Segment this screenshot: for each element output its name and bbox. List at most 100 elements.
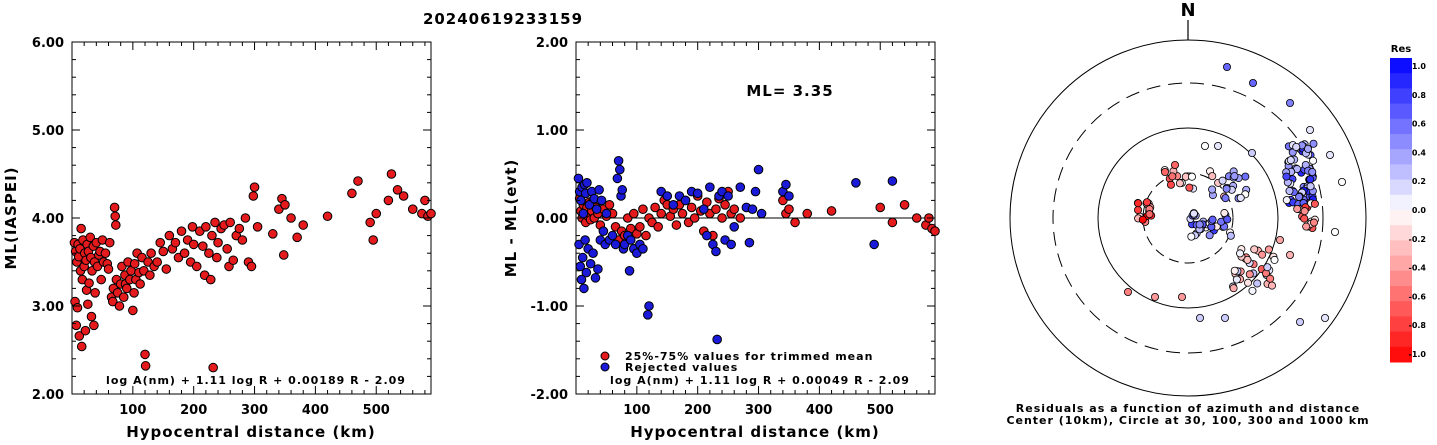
station-point [1223, 63, 1232, 72]
data-point [735, 213, 746, 223]
station-point [1187, 232, 1196, 241]
data-point [585, 258, 596, 269]
colorbar-cell [1390, 270, 1412, 287]
station-point [1221, 313, 1230, 322]
data-point [89, 320, 99, 331]
station-point [1214, 141, 1223, 150]
data-point [629, 208, 639, 219]
station-point [1309, 218, 1318, 227]
data-point [71, 320, 82, 331]
x-tick-label: 200 [684, 403, 711, 418]
formula-label: log A(nm) + 1.11 log R + 0.00189 R - 2.0… [106, 374, 406, 387]
data-point [129, 288, 139, 298]
data-point [613, 156, 624, 166]
data-point [677, 208, 688, 219]
y-tick-label: -1.00 [531, 300, 568, 315]
data-point [702, 230, 712, 241]
data-point [826, 206, 837, 216]
data-point [252, 222, 263, 232]
ring-30km [1142, 172, 1234, 264]
colorbar-tick-label: -0.6 [1409, 292, 1427, 301]
data-point [225, 217, 236, 228]
legend-label-trimmed: 25%-75% values for trimmed mean [625, 350, 873, 363]
colorbar-tick-label: 0.6 [1412, 120, 1427, 129]
data-point [717, 213, 727, 223]
station-point [1229, 284, 1238, 293]
data-point [744, 237, 755, 248]
station-point [1208, 172, 1217, 181]
station-point [1306, 182, 1315, 191]
colorbar-tick-label: 0.2 [1412, 177, 1426, 186]
x-tick-label: 400 [302, 403, 329, 418]
colorbar-ticks: 1.0 0.8 0.6 0.4 0.2 0.0 -0.2 -0.4 -0.6 -0.8 -1.0 [1409, 62, 1427, 359]
data-point [201, 222, 211, 232]
data-point [612, 173, 623, 184]
data-point [176, 226, 187, 236]
station-point [1306, 175, 1315, 184]
colorbar-tick-label: -1.0 [1409, 350, 1427, 359]
station-point [1187, 172, 1196, 181]
station-point [1285, 186, 1294, 195]
data-point [635, 222, 645, 232]
station-point [1236, 193, 1245, 202]
data-point [234, 223, 245, 234]
data-point [140, 361, 151, 371]
data-point [598, 226, 609, 236]
colorbar-cell [1390, 255, 1412, 272]
data-point [80, 325, 91, 336]
data-point [347, 188, 357, 199]
colorbar-title: Res [1391, 44, 1411, 55]
station-point [1230, 266, 1239, 275]
y-axis-label: ML - ML(evt) [502, 159, 520, 277]
data-point [729, 204, 740, 214]
station-point [1236, 249, 1245, 258]
station-point [1232, 275, 1241, 284]
data-point [145, 270, 155, 281]
data-point [711, 246, 721, 257]
station-point [1168, 172, 1177, 181]
colorbar-tick-label: 0.0 [1412, 206, 1427, 215]
station-point [1295, 192, 1304, 201]
data-point [576, 274, 587, 285]
x-tick-label: 500 [363, 403, 390, 418]
data-point [74, 331, 85, 341]
data-point [208, 362, 218, 373]
x-tick-label: 100 [623, 403, 650, 418]
station-point [1253, 279, 1262, 288]
data-point [579, 283, 589, 294]
y-tick-label: 1.00 [536, 124, 568, 139]
ring-100km [1097, 127, 1279, 309]
data-point [207, 230, 217, 241]
data-point [790, 217, 800, 228]
station-point [1178, 292, 1187, 301]
station-point [1309, 139, 1318, 148]
x-axis-label: Hypocentral distance (km) [630, 423, 880, 441]
data-point [398, 191, 409, 201]
station-point [1250, 245, 1259, 254]
colorbar-tick-label: -0.4 [1409, 264, 1427, 273]
data-point [729, 222, 740, 232]
station-point [1304, 144, 1313, 153]
data-point [689, 213, 700, 223]
station-point [1296, 317, 1305, 326]
data-point [753, 164, 764, 175]
x-tick-label: 100 [119, 403, 146, 418]
colorbar-cell [1390, 194, 1412, 211]
station-point [1286, 99, 1295, 108]
station-point [1124, 287, 1133, 296]
station-point [1249, 79, 1258, 88]
data-point [591, 204, 602, 214]
legend-marker-trimmed [600, 351, 610, 361]
station-point [1208, 215, 1217, 224]
colorbar-cell [1390, 240, 1412, 257]
data-point [711, 204, 721, 214]
data-point [129, 258, 140, 269]
station-point [1276, 235, 1285, 244]
station-point [1138, 215, 1147, 224]
data-point [179, 248, 190, 258]
data-point [83, 299, 93, 310]
figure-title: 20240619233159 [423, 10, 583, 28]
data-point [248, 191, 259, 201]
data-point [899, 200, 910, 210]
